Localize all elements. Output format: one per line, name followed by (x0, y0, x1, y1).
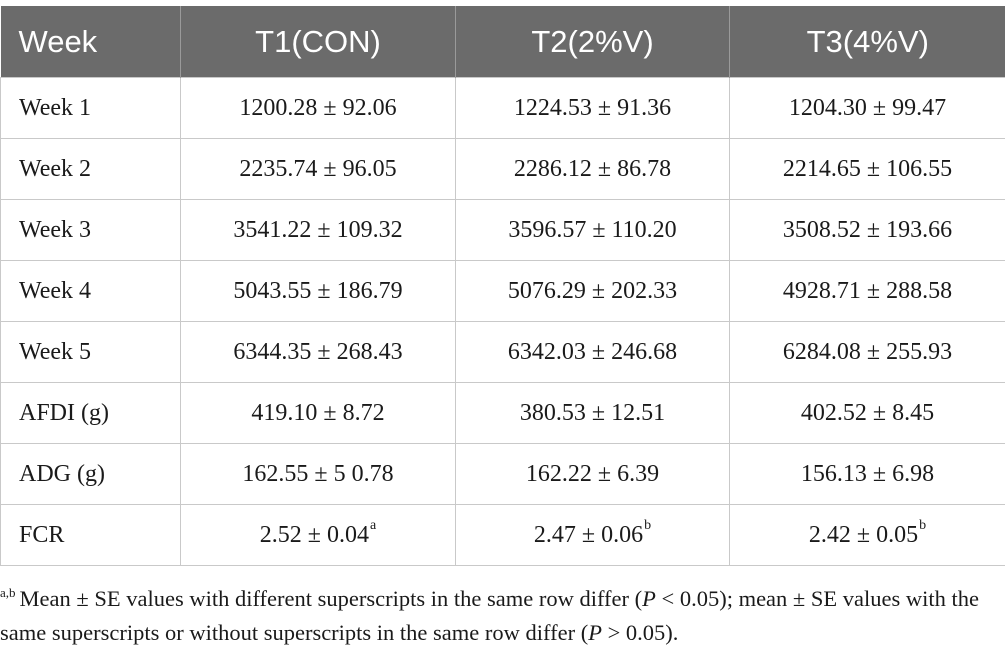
cell-value: 6344.35 ± 268.43 (233, 338, 403, 365)
header-row: Week T1(CON) T2(2%V) T3(4%V) (0, 6, 1005, 78)
cell-value: 2286.12 ± 86.78 (513, 155, 672, 182)
cell-value: 3596.57 ± 110.20 (508, 216, 677, 243)
row-label: FCR (0, 504, 181, 566)
header-cell-week: Week (0, 6, 181, 78)
table-cell: 402.52 ± 8.45 (729, 382, 1005, 444)
table-cell: 2.47 ± 0.06b (455, 504, 730, 566)
cell-value: 402.52 ± 8.45 (800, 399, 935, 426)
header-cell-t1: T1(CON) (180, 6, 456, 78)
table-cell: 3508.52 ± 193.66 (729, 199, 1005, 261)
cell-value: 419.10 ± 8.72 (251, 399, 385, 426)
cell-value: 2.42 ± 0.05 (808, 521, 919, 548)
cell-value: 3508.52 ± 193.66 (782, 216, 953, 243)
table-cell: 3596.57 ± 110.20 (455, 199, 730, 261)
table-body: Week 1 1200.28 ± 92.06 1224.53 ± 91.36 1204… (0, 77, 1005, 566)
cell-superscript: a (369, 517, 377, 533)
cell-value: 5076.29 ± 202.33 (507, 277, 678, 304)
cell-value: 1200.28 ± 92.06 (239, 94, 397, 121)
footnote-p-variable-1: P (642, 586, 656, 611)
cell-superscript: b (919, 517, 927, 533)
table-row: FCR 2.52 ± 0.04a 2.47 ± 0.06b 2.42 ± 0.05b (0, 504, 1005, 566)
weight-performance-table: Week T1(CON) T2(2%V) T3(4%V) Week 1 1200.… (0, 6, 1005, 566)
table-row: ADG (g) 162.55 ± 5 0.78 162.22 ± 6.39 156.1… (0, 443, 1005, 505)
table-row: Week 5 6344.35 ± 268.43 6342.03 ± 246.68 62… (0, 321, 1005, 383)
cell-value: 4928.71 ± 288.58 (782, 277, 953, 304)
table-header: Week T1(CON) T2(2%V) T3(4%V) (0, 6, 1005, 78)
table-cell: 162.55 ± 5 0.78 (180, 443, 456, 505)
table-cell: 380.53 ± 12.51 (455, 382, 730, 444)
table-cell: 162.22 ± 6.39 (455, 443, 730, 505)
table-cell: 6284.08 ± 255.93 (729, 321, 1005, 383)
cell-value: 3541.22 ± 109.32 (233, 216, 403, 243)
cell-value: 1204.30 ± 99.47 (788, 94, 947, 121)
table-cell: 3541.22 ± 109.32 (180, 199, 456, 261)
cell-superscript: b (644, 517, 652, 533)
row-label: Week 2 (0, 138, 181, 200)
cell-value: 162.55 ± 5 0.78 (242, 460, 394, 487)
row-label: Week 1 (0, 77, 181, 139)
cell-value: 6284.08 ± 255.93 (782, 338, 953, 365)
table-cell: 1204.30 ± 99.47 (729, 77, 1005, 139)
table-cell: 1224.53 ± 91.36 (455, 77, 730, 139)
data-table-container: Week T1(CON) T2(2%V) T3(4%V) Week 1 1200.… (0, 6, 1005, 566)
cell-value: 6342.03 ± 246.68 (507, 338, 678, 365)
row-label: Week 4 (0, 260, 181, 322)
footnote-text-3: > 0.05). (601, 620, 679, 645)
cell-value: 156.13 ± 6.98 (800, 460, 935, 487)
cell-value: 2.47 ± 0.06 (533, 521, 644, 548)
table-cell: 5043.55 ± 186.79 (180, 260, 456, 322)
footnote-marker: a,b (0, 585, 16, 600)
table-cell: 6344.35 ± 268.43 (180, 321, 456, 383)
footnote-text-1: Mean ± SE values with different superscr… (19, 586, 643, 611)
table-row: Week 4 5043.55 ± 186.79 5076.29 ± 202.33 49… (0, 260, 1005, 322)
table-row: Week 1 1200.28 ± 92.06 1224.53 ± 91.36 1204… (0, 77, 1005, 139)
cell-value: 162.22 ± 6.39 (525, 460, 660, 487)
row-label: Week 3 (0, 199, 181, 261)
row-label: ADG (g) (0, 443, 181, 505)
header-cell-t3: T3(4%V) (729, 6, 1005, 78)
header-cell-t2: T2(2%V) (455, 6, 730, 78)
table-cell: 4928.71 ± 288.58 (729, 260, 1005, 322)
cell-value: 2235.74 ± 96.05 (239, 155, 397, 182)
row-label: Week 5 (0, 321, 181, 383)
table-cell: 1200.28 ± 92.06 (180, 77, 456, 139)
table-cell: 2214.65 ± 106.55 (729, 138, 1005, 200)
cell-value: 2.52 ± 0.04 (259, 521, 369, 548)
table-row: Week 3 3541.22 ± 109.32 3596.57 ± 110.20 35… (0, 199, 1005, 261)
table-cell: 2.52 ± 0.04a (180, 504, 456, 566)
table-cell: 6342.03 ± 246.68 (455, 321, 730, 383)
cell-value: 380.53 ± 12.51 (519, 399, 666, 426)
table-cell: 5076.29 ± 202.33 (455, 260, 730, 322)
cell-value: 2214.65 ± 106.55 (782, 155, 953, 182)
cell-value: 5043.55 ± 186.79 (233, 277, 403, 304)
footnote-p-variable-2: P (588, 620, 602, 645)
row-label: AFDI (g) (0, 382, 181, 444)
table-cell: 2.42 ± 0.05b (729, 504, 1005, 566)
table-row: Week 2 2235.74 ± 96.05 2286.12 ± 86.78 2214… (0, 138, 1005, 200)
table-cell: 2235.74 ± 96.05 (180, 138, 456, 200)
table-row: AFDI (g) 419.10 ± 8.72 380.53 ± 12.51 402.5… (0, 382, 1005, 444)
table-cell: 2286.12 ± 86.78 (455, 138, 730, 200)
table-footnote: a,b Mean ± SE values with different super… (0, 582, 1000, 650)
table-cell: 419.10 ± 8.72 (180, 382, 456, 444)
footnote-text-2: < 0.05); mean ± SE values with the same … (0, 586, 979, 645)
cell-value: 1224.53 ± 91.36 (513, 94, 672, 121)
table-cell: 156.13 ± 6.98 (729, 443, 1005, 505)
